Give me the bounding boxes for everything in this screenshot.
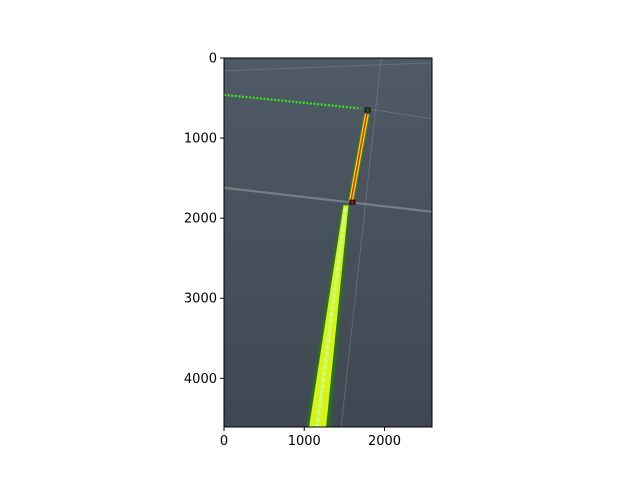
- floor-seam: [224, 186, 432, 213]
- y-tick-label: 3000: [184, 292, 217, 307]
- junction-marker-near: [350, 200, 354, 204]
- y-tick-label: 0: [209, 52, 217, 67]
- x-tick-label: 1000: [288, 434, 321, 449]
- x-tick-label: 2000: [368, 434, 401, 449]
- x-tick-label: 0: [220, 434, 228, 449]
- y-tick-label: 2000: [184, 212, 217, 227]
- junction-marker-far: [366, 108, 370, 112]
- axes-frame: [223, 57, 433, 428]
- floor-seam: [224, 62, 432, 72]
- near-segment-dots: [315, 203, 348, 427]
- y-tick-label: 1000: [184, 132, 217, 147]
- photo-background: [224, 58, 432, 427]
- floor-seam: [360, 107, 432, 120]
- far-segment-red-line: [350, 113, 368, 203]
- y-tick-label: 4000: [184, 372, 217, 387]
- horizontal-green-dotted-line: [224, 93, 361, 110]
- floor-seam: [340, 58, 382, 427]
